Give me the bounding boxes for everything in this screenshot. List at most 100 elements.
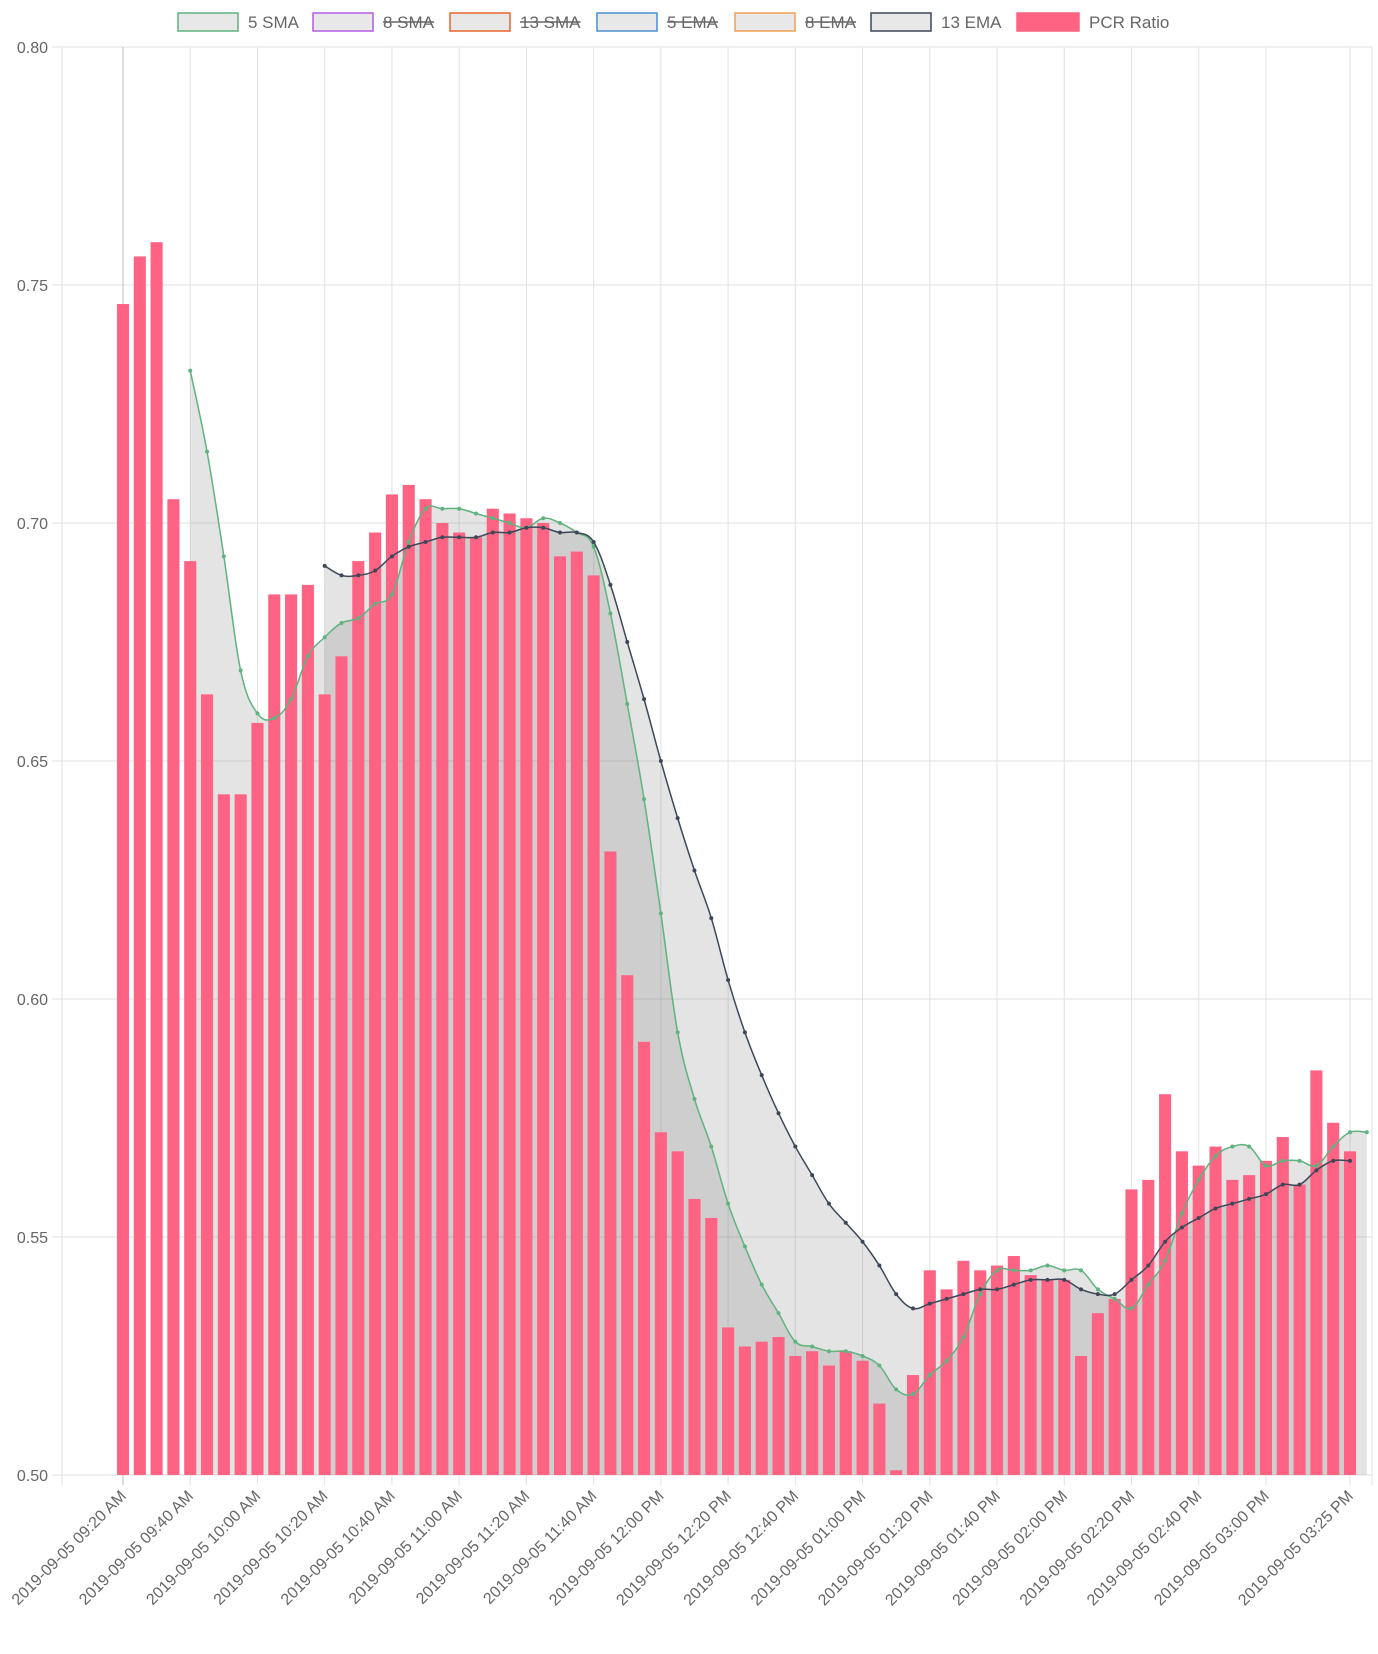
5-sma-point[interactable]	[709, 1144, 714, 1149]
13-ema-point[interactable]	[1112, 1292, 1117, 1297]
13-ema-point[interactable]	[826, 1201, 831, 1206]
13-ema-point[interactable]	[877, 1263, 882, 1268]
5-sma-point[interactable]	[238, 668, 243, 673]
pcr-bar[interactable]	[654, 1132, 667, 1475]
pcr-bar[interactable]	[369, 532, 382, 1475]
5-sma-point[interactable]	[1263, 1163, 1268, 1168]
pcr-bar[interactable]	[352, 561, 365, 1475]
pcr-bar[interactable]	[133, 256, 146, 1476]
5-sma-point[interactable]	[541, 516, 546, 521]
13-ema-point[interactable]	[507, 530, 512, 535]
5-sma-point[interactable]	[944, 1358, 949, 1363]
pcr-bar[interactable]	[671, 1151, 684, 1475]
pcr-bar[interactable]	[940, 1289, 953, 1475]
pcr-bar[interactable]	[1091, 1313, 1104, 1475]
pcr-bar[interactable]	[621, 975, 634, 1475]
pcr-bar[interactable]	[1276, 1137, 1289, 1475]
pcr-bar[interactable]	[234, 794, 247, 1475]
13-ema-point[interactable]	[894, 1292, 899, 1297]
13-ema-point[interactable]	[356, 573, 361, 578]
13-ema-point[interactable]	[927, 1301, 932, 1306]
13-ema-point[interactable]	[726, 977, 731, 982]
5-sma-point[interactable]	[1196, 1177, 1201, 1182]
5-sma-point[interactable]	[726, 1201, 731, 1206]
5-sma-point[interactable]	[457, 506, 462, 511]
5-sma-point[interactable]	[776, 1311, 781, 1316]
pcr-bar[interactable]	[738, 1346, 751, 1475]
5-sma-point[interactable]	[692, 1096, 697, 1101]
5-sma-point[interactable]	[1129, 1306, 1134, 1311]
13-ema-point[interactable]	[490, 530, 495, 535]
pcr-bar[interactable]	[453, 532, 466, 1475]
13-ema-point[interactable]	[541, 525, 546, 530]
13-ema-point[interactable]	[339, 573, 344, 578]
13-ema-point[interactable]	[642, 697, 647, 702]
pcr-bar[interactable]	[974, 1270, 987, 1475]
13-ema-point[interactable]	[1129, 1277, 1134, 1282]
pcr-bar[interactable]	[1142, 1179, 1155, 1475]
13-ema-point[interactable]	[1280, 1182, 1285, 1187]
pcr-bar[interactable]	[1259, 1160, 1273, 1475]
legend-item-5-sma[interactable]: 5 SMA	[177, 12, 300, 32]
pcr-bar[interactable]	[688, 1198, 701, 1475]
13-ema-point[interactable]	[1095, 1292, 1100, 1297]
13-ema-point[interactable]	[625, 640, 630, 644]
legend-item-5-ema[interactable]: 5 EMA	[596, 12, 719, 32]
13-ema-point[interactable]	[558, 530, 563, 535]
pcr-bar[interactable]	[856, 1360, 869, 1475]
13-ema-point[interactable]	[1045, 1277, 1050, 1282]
5-sma-point[interactable]	[1079, 1268, 1084, 1273]
5-sma-point[interactable]	[1163, 1258, 1168, 1263]
pcr-bar[interactable]	[436, 523, 449, 1475]
pcr-bar[interactable]	[1327, 1122, 1340, 1475]
5-sma-point[interactable]	[894, 1387, 899, 1392]
5-sma-point[interactable]	[1230, 1144, 1235, 1149]
5-sma-point[interactable]	[1213, 1154, 1218, 1159]
pcr-bar[interactable]	[822, 1365, 835, 1475]
pcr-bar[interactable]	[1058, 1279, 1071, 1475]
5-sma-point[interactable]	[205, 449, 210, 454]
13-ema-point[interactable]	[1062, 1277, 1067, 1282]
13-ema-point[interactable]	[1331, 1158, 1336, 1163]
5-sma-point[interactable]	[1146, 1282, 1151, 1287]
5-sma-point[interactable]	[759, 1282, 764, 1287]
5-sma-point[interactable]	[675, 1030, 680, 1035]
pcr-bar[interactable]	[167, 499, 180, 1475]
5-sma-point[interactable]	[389, 592, 394, 597]
5-sma-point[interactable]	[1348, 1130, 1352, 1135]
pcr-bar[interactable]	[520, 518, 533, 1475]
legend[interactable]: 5 SMA 8 SMA 13 SMA 5 EMA 8 EMA 13 EMA PCR Rati…	[177, 12, 1169, 32]
pcr-bar[interactable]	[1192, 1165, 1205, 1475]
pcr-bar[interactable]	[1024, 1275, 1037, 1475]
pcr-bar[interactable]	[957, 1260, 970, 1475]
pcr-bar[interactable]	[839, 1351, 852, 1475]
pcr-bar[interactable]	[553, 556, 567, 1475]
pcr-bar[interactable]	[789, 1356, 802, 1475]
5-sma-point[interactable]	[1045, 1263, 1050, 1268]
pcr-bar[interactable]	[1243, 1175, 1256, 1475]
legend-item-pcr-ratio[interactable]: PCR Ratio	[1016, 12, 1169, 32]
pcr-bar[interactable]	[587, 575, 600, 1475]
pcr-bar[interactable]	[150, 242, 163, 1475]
5-sma-point[interactable]	[961, 1334, 966, 1339]
5-sma-point[interactable]	[221, 554, 226, 559]
pcr-bar[interactable]	[184, 561, 197, 1475]
pcr-bar[interactable]	[486, 508, 499, 1476]
pcr-bar[interactable]	[1209, 1146, 1222, 1475]
pcr-bar[interactable]	[301, 584, 314, 1475]
13-ema-point[interactable]	[1230, 1201, 1235, 1206]
5-sma-point[interactable]	[826, 1349, 831, 1354]
pcr-bar[interactable]	[285, 594, 298, 1475]
pcr-bar[interactable]	[1075, 1356, 1088, 1475]
5-sma-point[interactable]	[272, 716, 277, 721]
5-sma-point[interactable]	[490, 516, 495, 521]
pcr-bar[interactable]	[217, 794, 230, 1475]
pcr-bar[interactable]	[873, 1403, 886, 1475]
13-ema-point[interactable]	[1263, 1192, 1268, 1197]
5-sma-point[interactable]	[423, 506, 428, 511]
13-ema-point[interactable]	[961, 1292, 966, 1297]
13-ema-point[interactable]	[457, 535, 462, 540]
5-sma-point[interactable]	[473, 511, 478, 516]
13-ema-point[interactable]	[1247, 1196, 1252, 1201]
13-ema-point[interactable]	[1146, 1263, 1151, 1268]
